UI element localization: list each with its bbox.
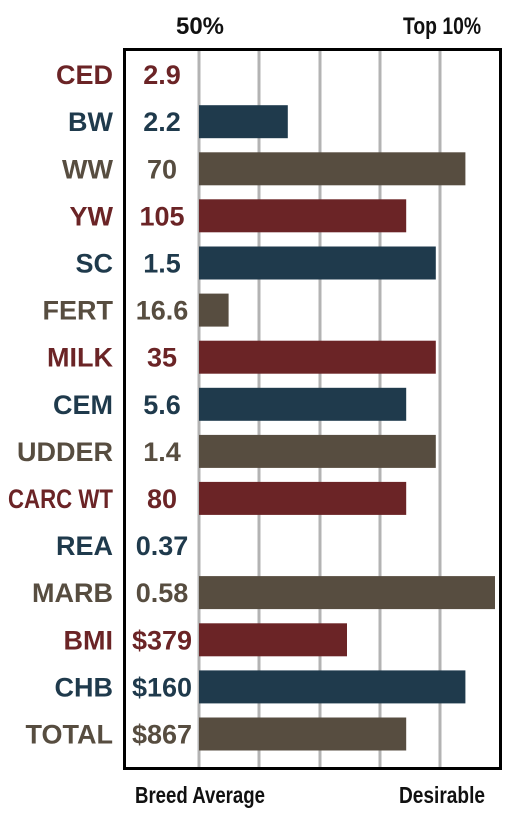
- value-label-bmi: $379: [132, 625, 192, 655]
- bar-marb: [199, 576, 495, 610]
- bottom-label-breed-average: Breed Average: [135, 782, 265, 808]
- value-label-total: $867: [132, 720, 192, 750]
- value-label-cem: 5.6: [143, 390, 181, 420]
- bar-chb: [199, 670, 466, 704]
- bars: [199, 105, 495, 751]
- value-label-rea: 0.37: [136, 531, 189, 561]
- value-label-ww: 70: [147, 154, 177, 184]
- trait-label-ced: CED: [56, 60, 113, 90]
- top-label-50: 50%: [176, 13, 224, 40]
- trait-label-total: TOTAL: [26, 720, 114, 750]
- value-label-sc: 1.5: [143, 249, 181, 279]
- bar-udder: [199, 434, 436, 468]
- trait-label-yw: YW: [70, 201, 114, 231]
- bar-cem: [199, 387, 407, 421]
- trait-label-cem: CEM: [53, 390, 113, 420]
- trait-label-bmi: BMI: [64, 625, 114, 655]
- top-label-top10: Top 10%: [403, 13, 481, 40]
- trait-label-fert: FERT: [43, 296, 114, 326]
- value-label-marb: 0.58: [136, 578, 189, 608]
- chart-frame: [123, 48, 502, 770]
- trait-label-carc-wt: CARC WT: [8, 484, 113, 514]
- row-labels: CED 2.9 BW 2.2 WW 70 YW 105 SC 1.5 FERT 16.6 MILK 35 C…: [8, 60, 192, 750]
- bar-sc: [199, 246, 436, 280]
- value-label-udder: 1.4: [143, 437, 181, 467]
- value-label-ced: 2.9: [143, 60, 181, 90]
- trait-label-sc: SC: [75, 249, 113, 279]
- bar-yw: [199, 199, 407, 233]
- trait-label-milk: MILK: [47, 343, 113, 373]
- trait-label-ww: WW: [62, 154, 113, 184]
- bar-carc-wt: [199, 481, 407, 515]
- value-label-bw: 2.2: [143, 107, 181, 137]
- bar-bmi: [199, 623, 347, 657]
- value-label-chb: $160: [132, 672, 192, 702]
- value-label-yw: 105: [139, 201, 184, 231]
- trait-label-rea: REA: [56, 531, 113, 561]
- value-label-carc-wt: 80: [147, 484, 177, 514]
- trait-label-udder: UDDER: [17, 437, 113, 467]
- value-label-milk: 35: [147, 343, 177, 373]
- trait-label-chb: CHB: [55, 672, 114, 702]
- trait-label-bw: BW: [68, 107, 113, 137]
- bottom-label-desirable: Desirable: [399, 782, 485, 808]
- trait-label-marb: MARB: [32, 578, 113, 608]
- bar-fert: [199, 293, 229, 327]
- bar-bw: [199, 105, 288, 139]
- bar-total: [199, 717, 407, 751]
- value-label-fert: 16.6: [136, 296, 189, 326]
- bar-ww: [199, 152, 466, 186]
- bar-milk: [199, 340, 436, 374]
